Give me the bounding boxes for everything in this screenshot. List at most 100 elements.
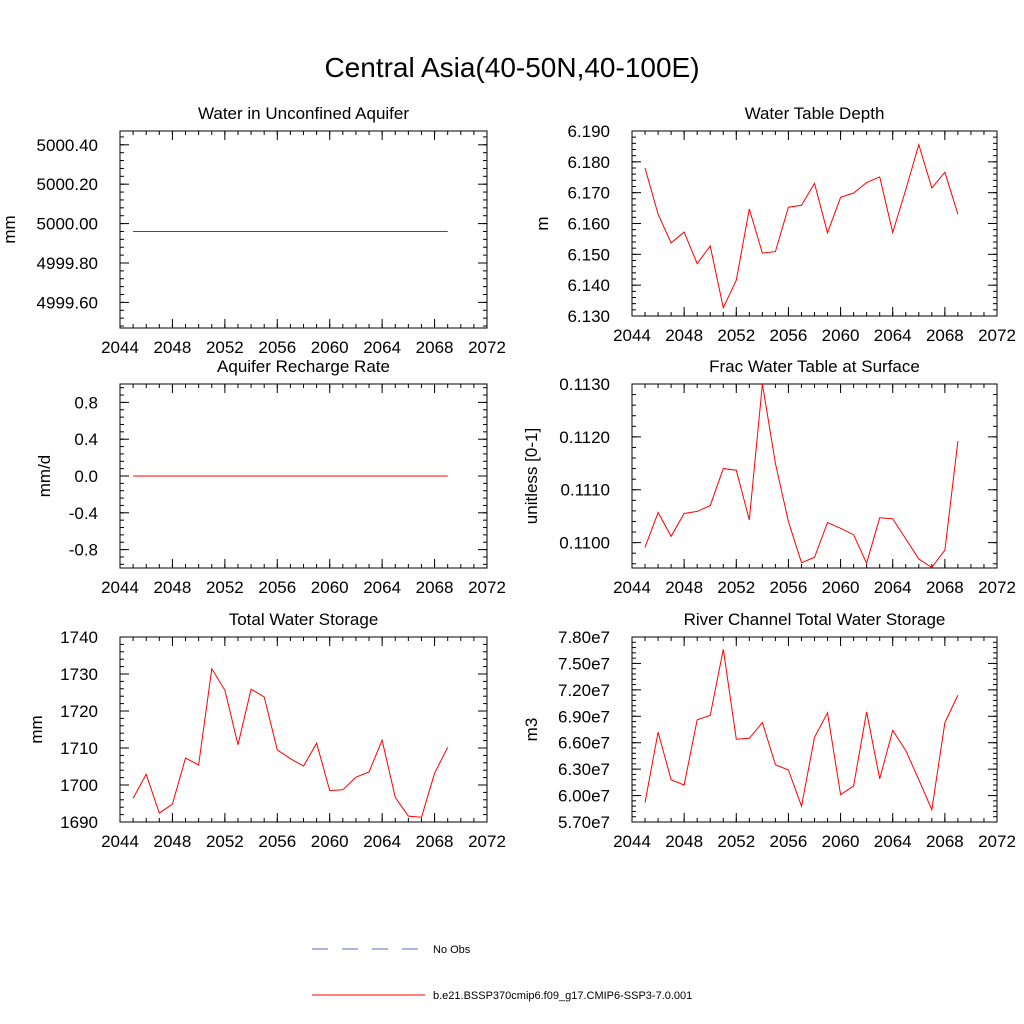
x-tick-label: 2072 [978,326,1016,345]
plot-frame [119,130,488,329]
x-tick-label: 2052 [206,832,244,851]
y-tick-label: 6.180 [567,153,610,172]
chart-panel-2: Water Table Depth m 2044 2048 2052 2056 2060 20… [533,104,1016,345]
chart-panel-3: Aquifer Recharge Rate mm/d 2044 2048 2052 205… [35,357,506,597]
x-tick-label: 2044 [613,578,651,597]
legend-label: b.e21.BSSP370cmip6.f09_g17.CMIP6-SSP3-7.… [433,990,692,1002]
x-tick-label: 2052 [717,326,755,345]
series-line [644,142,959,310]
x-tick-label: 2060 [311,578,349,597]
y-axis-label: mm/d [35,455,54,498]
x-tick-label: 2060 [822,578,860,597]
y-tick-label: 0.8 [74,393,98,412]
legend-label: No Obs [433,944,471,956]
y-tick-label: 6.160 [567,215,610,234]
x-tick-label: 2056 [258,338,296,357]
x-tick-label: 2044 [101,338,139,357]
x-tick-label: 2056 [770,326,808,345]
x-tick-label: 2060 [822,832,860,851]
x-tick-label: 2056 [770,578,808,597]
y-tick-label: -0.8 [69,541,98,560]
x-tick-label: 2044 [101,578,139,597]
x-tick-label: 2064 [874,326,912,345]
x-tick-label: 2052 [206,338,244,357]
chart-panel-4: Frac Water Table at Surface unitless [0-1… [522,357,1016,597]
chart-title: Frac Water Table at Surface [709,357,920,376]
x-tick-label: 2068 [416,578,454,597]
y-tick-label: 6.140 [567,276,610,295]
y-tick-label: 1720 [60,702,98,721]
x-tick-label: 2048 [665,578,703,597]
x-tick-label: 2048 [665,326,703,345]
y-tick-label: 6.00e7 [558,787,610,806]
y-tick-label: 5.70e7 [558,813,610,832]
y-tick-label: 4999.60 [37,293,98,312]
x-tick-label: 2044 [101,832,139,851]
y-tick-label: 6.170 [567,184,610,203]
chart-title: River Channel Total Water Storage [684,610,946,629]
x-tick-label: 2064 [874,832,912,851]
x-tick-label: 2064 [363,338,401,357]
y-tick-label: 7.50e7 [558,654,610,673]
x-tick-label: 2044 [613,326,651,345]
y-tick-label: 6.130 [567,307,610,326]
y-axis-label: unitless [0-1] [522,428,541,524]
series-line [132,667,449,818]
y-tick-label: 7.80e7 [558,628,610,647]
y-tick-label: 7.20e7 [558,681,610,700]
x-tick-label: 2072 [468,338,506,357]
x-tick-label: 2052 [717,578,755,597]
series-line [644,383,959,569]
y-tick-label: 1690 [60,813,98,832]
x-tick-label: 2072 [468,578,506,597]
y-tick-label: 5000.40 [37,136,98,155]
x-tick-label: 2052 [717,832,755,851]
y-axis-label: mm [27,715,46,743]
x-tick-label: 2060 [311,832,349,851]
x-tick-label: 2072 [978,578,1016,597]
y-tick-label: 6.190 [567,122,610,141]
y-axis-label: m [533,216,552,230]
x-tick-label: 2068 [926,326,964,345]
x-tick-label: 2064 [874,578,912,597]
y-tick-label: 0.1110 [561,481,610,500]
chart-panel-5: Total Water Storage mm 2044 2048 2052 2056 206… [27,610,506,851]
x-tick-label: 2056 [258,832,296,851]
y-tick-label: -0.4 [69,504,98,523]
plot-frame [631,130,998,317]
y-tick-label: 0.1130 [559,375,610,394]
x-tick-label: 2048 [665,832,703,851]
chart-title: Water in Unconfined Aquifer [198,104,409,123]
y-tick-label: 0.4 [74,430,98,449]
x-tick-label: 2072 [978,832,1016,851]
x-tick-label: 2068 [926,578,964,597]
chart-panel-6: River Channel Total Water Storage m3 2044 2… [522,610,1016,851]
x-tick-label: 2048 [154,338,192,357]
legend: No Obs b.e21.BSSP370cmip6.f09_g17.CMIP6-S… [312,944,692,1002]
y-tick-label: 0.0 [74,467,98,486]
page-title: Central Asia(40-50N,40-100E) [324,52,700,83]
x-tick-label: 2068 [926,832,964,851]
chart-title: Water Table Depth [745,104,885,123]
x-tick-label: 2064 [363,832,401,851]
y-tick-label: 1740 [60,628,98,647]
y-tick-label: 6.30e7 [558,760,610,779]
y-tick-label: 0.1100 [559,534,610,553]
y-axis-label: m3 [522,718,541,742]
y-tick-label: 6.60e7 [558,734,610,753]
x-tick-label: 2048 [154,578,192,597]
x-tick-label: 2056 [258,578,296,597]
y-tick-label: 4999.80 [37,254,98,273]
y-axis-label: mm [0,215,19,243]
plot-frame [631,636,998,823]
x-tick-label: 2060 [311,338,349,357]
y-tick-label: 1710 [60,739,98,758]
x-tick-label: 2064 [363,578,401,597]
chart-panel-1: Water in Unconfined Aquifer mm 2044 2048 205… [0,104,506,357]
x-tick-label: 2044 [613,832,651,851]
chart-title: Aquifer Recharge Rate [217,357,390,376]
x-tick-label: 2060 [822,326,860,345]
x-tick-label: 2052 [206,578,244,597]
chart-title: Total Water Storage [229,610,379,629]
